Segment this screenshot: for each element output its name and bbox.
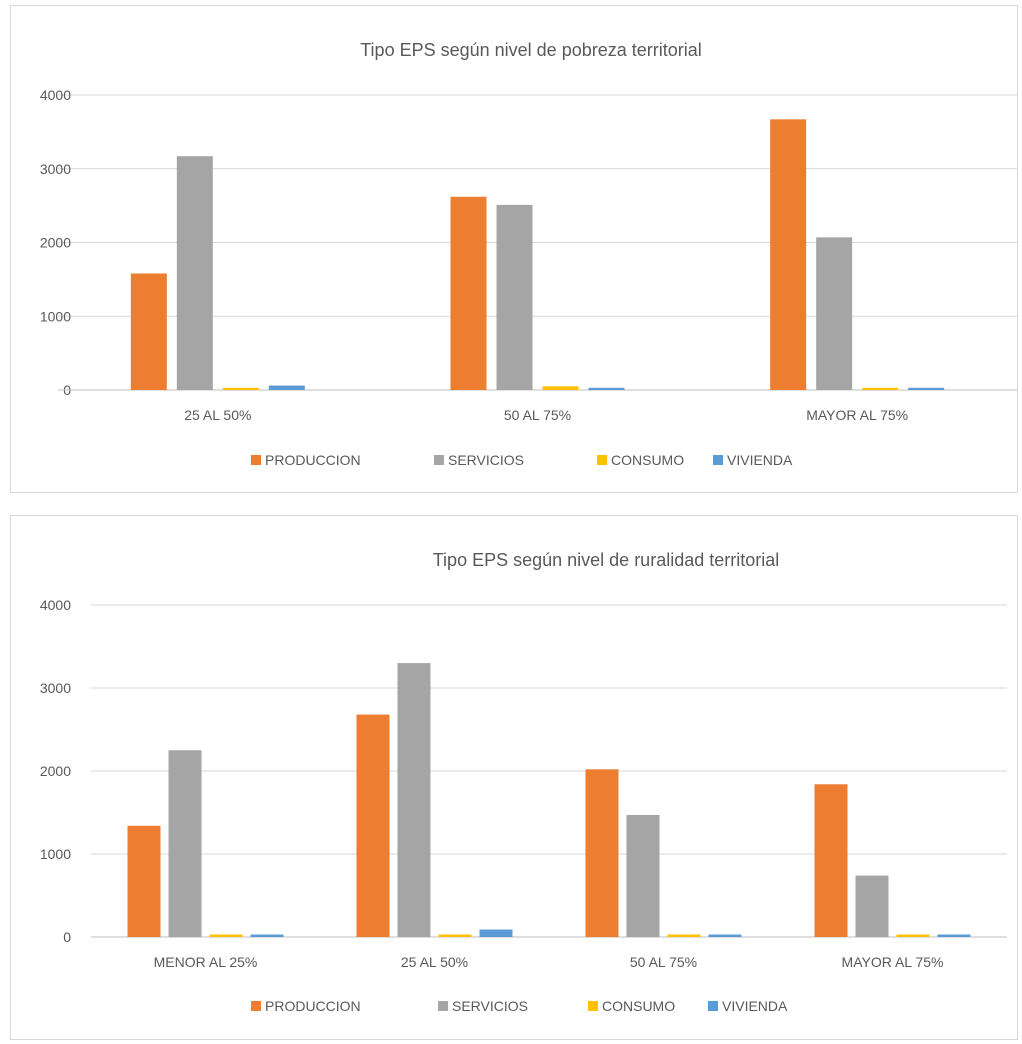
y-tick-label: 2000 <box>40 763 71 779</box>
bar-produccion <box>450 196 487 390</box>
bar-vivienda <box>250 934 284 937</box>
legend-swatch <box>251 1001 261 1011</box>
y-tick-label: 1000 <box>40 308 71 324</box>
bar-vivienda <box>268 385 305 390</box>
bar-servicios <box>626 814 660 937</box>
y-tick-label: 4000 <box>40 597 71 613</box>
legend-label: PRODUCCION <box>265 998 361 1014</box>
chart-title: Tipo EPS según nivel de pobreza territor… <box>360 40 702 60</box>
bar-consumo <box>542 386 579 390</box>
chart-rurality: Tipo EPS según nivel de ruralidad territ… <box>10 515 1018 1040</box>
legend-label: VIVIENDA <box>722 998 788 1014</box>
legend-label: SERVICIOS <box>448 452 524 468</box>
x-tick-label: 50 AL 75% <box>504 407 571 423</box>
bar-servicios <box>397 663 431 937</box>
legend-swatch <box>597 455 607 465</box>
bar-produccion <box>814 784 848 937</box>
bar-servicios <box>816 237 853 390</box>
legend-swatch <box>713 455 723 465</box>
bar-vivienda <box>708 934 742 937</box>
legend-label: PRODUCCION <box>265 452 361 468</box>
legend-label: CONSUMO <box>611 452 684 468</box>
bar-servicios <box>855 875 889 937</box>
bar-consumo <box>667 934 701 937</box>
legend-swatch <box>588 1001 598 1011</box>
legend-swatch <box>251 455 261 465</box>
bar-consumo <box>896 934 930 937</box>
x-tick-label: 50 AL 75% <box>630 954 697 970</box>
y-tick-label: 3000 <box>40 680 71 696</box>
bar-servicios <box>496 204 533 390</box>
bar-produccion <box>585 769 619 937</box>
bar-servicios <box>168 750 202 937</box>
bar-consumo <box>209 934 243 937</box>
bar-vivienda <box>479 929 513 937</box>
y-tick-label: 3000 <box>40 161 71 177</box>
x-tick-label: MAYOR AL 75% <box>806 407 908 423</box>
x-tick-label: MENOR AL 25% <box>154 954 258 970</box>
y-tick-label: 4000 <box>40 87 71 103</box>
y-tick-label: 1000 <box>40 846 71 862</box>
x-tick-label: 25 AL 50% <box>401 954 468 970</box>
y-tick-label: 2000 <box>40 235 71 251</box>
bar-vivienda <box>937 934 971 937</box>
x-tick-label: MAYOR AL 75% <box>842 954 944 970</box>
bar-produccion <box>356 714 390 937</box>
legend-label: SERVICIOS <box>452 998 528 1014</box>
chart-poverty-svg: Tipo EPS según nivel de pobreza territor… <box>40 40 1017 468</box>
chart-poverty: Tipo EPS según nivel de pobreza territor… <box>10 5 1018 493</box>
bar-consumo <box>222 387 259 390</box>
legend-label: VIVIENDA <box>727 452 793 468</box>
legend-swatch <box>708 1001 718 1011</box>
y-tick-label: 0 <box>63 929 71 945</box>
bar-consumo <box>862 387 899 390</box>
legend-swatch <box>438 1001 448 1011</box>
bar-vivienda <box>588 387 625 390</box>
bar-vivienda <box>908 387 945 390</box>
chart-rurality-svg: Tipo EPS según nivel de ruralidad territ… <box>40 550 1007 1014</box>
x-tick-label: 25 AL 50% <box>184 407 251 423</box>
legend-label: CONSUMO <box>602 998 675 1014</box>
bar-produccion <box>130 273 167 390</box>
bar-produccion <box>127 825 161 937</box>
bar-produccion <box>770 119 807 391</box>
legend-swatch <box>434 455 444 465</box>
bar-consumo <box>438 934 472 937</box>
bar-servicios <box>176 156 213 390</box>
chart-title: Tipo EPS según nivel de ruralidad territ… <box>433 550 780 570</box>
